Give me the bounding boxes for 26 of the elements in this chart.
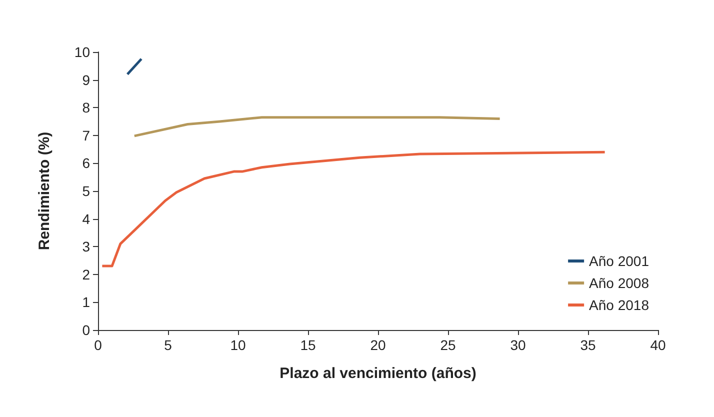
- x-tick-label: 20: [370, 337, 386, 353]
- line-series: [133, 116, 502, 138]
- x-tick-label: 40: [650, 337, 666, 353]
- y-tick-label: 4: [82, 210, 90, 227]
- x-tick-label: 10: [230, 337, 246, 353]
- x-tick-label: 5: [164, 337, 172, 353]
- y-tick-label: 5: [82, 183, 90, 199]
- legend-label: Año 2018: [589, 297, 650, 313]
- x-tick-label: 30: [510, 337, 526, 353]
- x-tick-label: 35: [580, 337, 596, 353]
- x-tick-label: 0: [94, 337, 102, 353]
- y-tick-label: 8: [82, 100, 90, 116]
- y-axis-title: Rendimiento (%): [36, 132, 53, 250]
- legend-label: Año 2001: [589, 253, 650, 269]
- y-tick-label: 3: [82, 238, 90, 255]
- y-tick-label: 1: [82, 294, 90, 310]
- y-tick-label: 6: [82, 155, 90, 172]
- legend-label: Año 2008: [589, 275, 650, 291]
- y-tick-label: 2: [82, 266, 90, 282]
- y-tick-label: 9: [82, 72, 90, 88]
- x-tick-label: 15: [300, 337, 316, 353]
- x-tick-label: 25: [440, 337, 456, 353]
- y-tick-label: 10: [74, 44, 90, 60]
- x-axis-title: Plazo al vencimiento (años): [280, 365, 476, 382]
- y-tick-label: 7: [82, 127, 90, 144]
- y-tick-label: 0: [82, 322, 90, 338]
